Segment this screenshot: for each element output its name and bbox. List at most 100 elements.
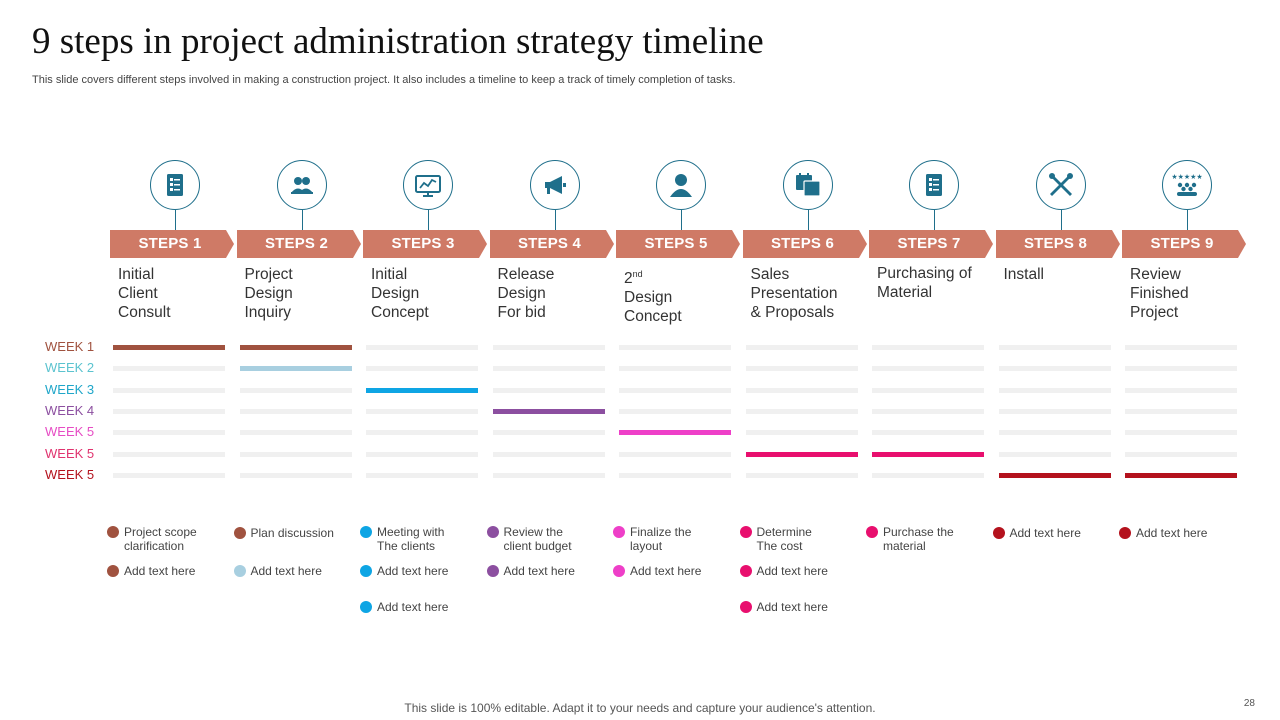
slide-subtitle: This slide covers different steps involv…	[32, 74, 736, 86]
week-label: WEEK 3	[45, 381, 95, 397]
team-icon	[276, 160, 327, 210]
calendar-icon	[782, 160, 833, 210]
timeline-bar-empty	[998, 387, 1111, 393]
timeline-bar-active	[113, 345, 225, 350]
step-arrow: STEPS 4	[489, 230, 614, 258]
timeline-bar-empty	[872, 472, 984, 478]
footer-note: This slide is 100% editable. Adapt it to…	[404, 701, 876, 715]
timeline-bar-empty	[998, 408, 1111, 414]
step-description: Purchasing of Material	[877, 265, 972, 301]
legend-text: Add text here	[756, 564, 828, 578]
step-label: STEPS 4	[517, 235, 582, 252]
timeline-bar-active	[998, 472, 1111, 478]
legend-dot	[360, 565, 372, 577]
step-arrow: STEPS 3	[363, 230, 487, 258]
timeline-bar-active	[366, 387, 478, 393]
legend-text: Finalize the layout	[630, 525, 692, 553]
legend-dot	[1119, 527, 1131, 539]
legend-item: Project scope clarification	[107, 525, 197, 553]
step-label: STEPS 7	[897, 235, 961, 252]
legend-text: Purchase the material	[883, 525, 954, 553]
presentation-chart-icon	[403, 160, 453, 210]
legend-item: Add text here	[1119, 526, 1207, 540]
week-label: WEEK 1	[45, 339, 95, 354]
timeline-bar-empty	[1125, 430, 1237, 436]
timeline-bar-empty	[872, 408, 984, 414]
step-description: Initial Design Concept	[371, 266, 429, 321]
timeline-bar-empty	[492, 387, 605, 393]
timeline-bar-empty	[113, 408, 225, 414]
legend-dot	[486, 565, 499, 577]
timeline-bar-empty	[1125, 387, 1237, 393]
legend-item: Add text here	[233, 564, 322, 578]
timeline-bar-empty	[619, 387, 731, 393]
legend-text: Add text here	[756, 600, 828, 614]
legend-text: Add text here	[630, 564, 702, 578]
step-column: STEPS 6 Sales Presentation & Proposals Deter…	[739, 0, 869, 720]
step-arrow: STEPS 9	[1122, 230, 1246, 258]
legend-dot	[992, 527, 1005, 539]
legend-item: Meeting with The clients	[360, 525, 444, 553]
timeline-bar-empty	[1125, 451, 1237, 457]
legend-item: Add text here	[360, 600, 448, 614]
checklist-icon	[909, 160, 959, 210]
timeline-bar-empty	[872, 387, 984, 393]
legend-item: Add text here	[486, 564, 575, 578]
step-column: STEPS 8 Install Add text here	[992, 0, 1122, 720]
step-arrow: STEPS 8	[995, 230, 1120, 258]
legend-item: Determine The cost	[739, 525, 812, 553]
timeline-bar-empty	[998, 430, 1111, 436]
svg-text:★★★★★: ★★★★★	[1172, 173, 1202, 181]
step-description: Install	[1003, 266, 1045, 283]
step-description: Sales Presentation & Proposals	[750, 266, 838, 321]
step-arrow: STEPS 6	[742, 230, 867, 258]
step-column: STEPS 3 Initial Design Concept Meeting with T…	[360, 0, 489, 720]
legend-dot	[233, 527, 246, 539]
step-description: 2nd Design Concept	[624, 269, 682, 326]
timeline-bar-active	[745, 451, 858, 457]
legend-text: Add text here	[250, 564, 322, 578]
timeline-bar-empty	[619, 366, 731, 372]
step-label: STEPS 2	[264, 235, 329, 252]
step-arrow: STEPS 1	[110, 230, 234, 258]
step-description: Initial Client Consult	[118, 266, 171, 321]
timeline-bar-empty	[745, 387, 858, 393]
icon-connector	[1060, 210, 1062, 230]
legend-dot	[360, 526, 372, 538]
step-arrow: STEPS 2	[236, 230, 361, 258]
slide-title: 9 steps in project administration strate…	[32, 21, 764, 62]
legend-item: Add text here	[739, 600, 828, 614]
timeline-bar-empty	[366, 408, 478, 414]
timeline-bar-empty	[113, 430, 225, 436]
timeline-bar-active	[239, 345, 352, 350]
timeline-bar-empty	[113, 387, 225, 393]
step-column: STEPS 4 Release Design For bid Review the cli…	[486, 0, 616, 720]
legend-dot	[866, 526, 878, 538]
legend-item: Add text here	[613, 564, 701, 578]
legend-dot	[360, 601, 372, 613]
legend-text: Add text here	[1136, 526, 1208, 540]
step-description: Project Design Inquiry	[244, 266, 293, 321]
timeline-bar-empty	[113, 451, 225, 457]
legend-text: Review the client budget	[503, 525, 572, 553]
step-description: Release Design For bid	[497, 266, 555, 321]
person-icon	[656, 160, 706, 210]
step-label: STEPS 3	[391, 235, 455, 252]
timeline-bar-empty	[239, 408, 352, 414]
legend-item: Add text here	[107, 564, 195, 578]
timeline-bar-empty	[492, 430, 605, 436]
timeline-bar-empty	[745, 408, 858, 414]
icon-connector	[807, 210, 809, 230]
step-column: STEPS 5 2nd Design Concept Finalize the layou…	[613, 0, 742, 720]
week-label: WEEK 5	[45, 466, 95, 482]
timeline-bar-empty	[872, 345, 984, 350]
timeline-bar-active	[492, 408, 605, 414]
timeline-bar-active	[872, 451, 984, 457]
icon-connector	[1187, 210, 1188, 230]
timeline-bar-empty	[745, 472, 858, 478]
step-arrow: STEPS 7	[869, 230, 993, 258]
timeline-bar-empty	[492, 451, 605, 457]
step-column: STEPS 1 Initial Client Consult Project scope…	[107, 0, 236, 720]
legend-text: Meeting with The clients	[377, 525, 445, 553]
timeline-bar-empty	[366, 472, 478, 478]
